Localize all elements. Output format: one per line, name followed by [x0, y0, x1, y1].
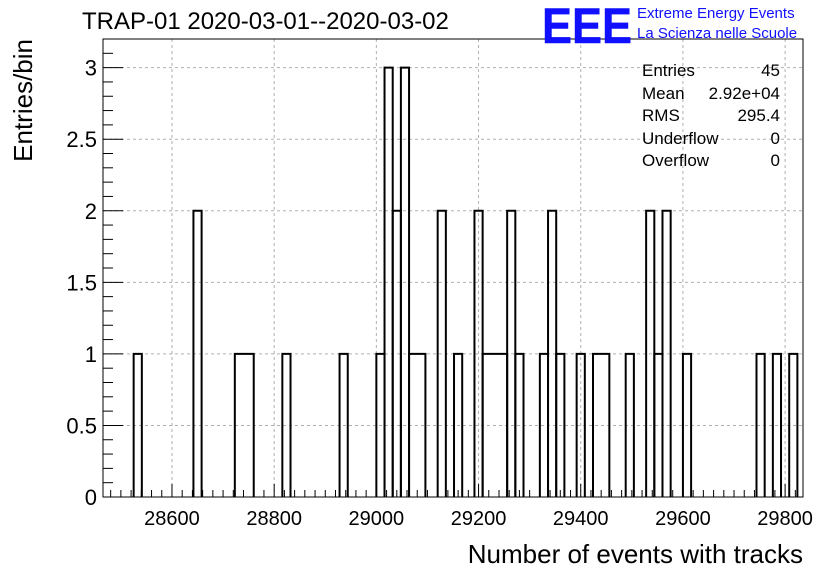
- histogram-bin: [408, 352, 427, 497]
- stat-row-underflow: Underflow 0: [642, 128, 780, 151]
- axes: [102, 38, 804, 498]
- y-tick-label: 1: [85, 342, 97, 367]
- y-axis-title: Entries/bin: [8, 39, 38, 162]
- stat-row-entries: Entries 45: [642, 60, 780, 83]
- histogram-bin: [755, 352, 766, 497]
- logo-line-2: La Scienza nelle Scuole: [637, 25, 798, 42]
- histogram-bin: [681, 352, 693, 497]
- histogram-bin: [338, 352, 349, 497]
- histogram-bin: [281, 352, 292, 497]
- stat-value: 0: [770, 128, 780, 148]
- stat-label: Underflow: [642, 128, 719, 148]
- histogram-bin: [575, 352, 586, 497]
- y-tick-label: 3: [85, 56, 97, 81]
- histogram-bin: [453, 352, 464, 497]
- stat-label: Entries: [642, 61, 695, 80]
- stat-row-overflow: Overflow 0: [642, 150, 780, 173]
- logo-mark: EEE: [542, 2, 632, 48]
- stat-row-mean: Mean 2.92e+04: [642, 83, 780, 106]
- stat-value: 2.92e+04: [708, 83, 780, 103]
- x-tick-label: 29800: [757, 508, 813, 530]
- histogram-bin: [661, 209, 672, 497]
- x-tick-label: 29600: [655, 508, 711, 530]
- x-tick-label: 29200: [451, 508, 507, 530]
- axis-labels: 28600 28800 29000 29200 29400 29600 29800 0 0.5 1…: [8, 39, 813, 569]
- histogram-bin: [555, 352, 566, 497]
- y-tick-label: 2.5: [66, 127, 97, 152]
- y-tick-label: 0: [85, 485, 97, 510]
- histogram-bin: [788, 352, 799, 497]
- histogram-bin: [436, 209, 447, 497]
- x-tick-label: 28600: [144, 508, 200, 530]
- logo-line-1: Extreme Energy Events: [637, 5, 795, 22]
- y-tick-label: 0.5: [66, 413, 97, 438]
- stat-row-rms: RMS 295.4: [642, 105, 780, 128]
- y-tick-label: 1.5: [66, 270, 97, 295]
- histogram-bins: [132, 66, 799, 497]
- histogram-bin: [514, 352, 525, 497]
- grid-lines: [103, 39, 803, 497]
- stat-label: RMS: [642, 106, 680, 125]
- stat-label: Overflow: [642, 151, 710, 170]
- eee-logo: EEE: [542, 2, 632, 48]
- histogram-bin: [233, 352, 255, 497]
- histogram-bin: [771, 352, 783, 497]
- x-tick-label: 29000: [349, 508, 405, 530]
- y-tick-label: 2: [85, 199, 97, 224]
- stats-box: Entries 45 Mean 2.92e+04 RMS 295.4 Under…: [642, 60, 780, 173]
- x-tick-label: 29400: [553, 508, 609, 530]
- stat-value: 45: [761, 61, 780, 80]
- stat-value: 0: [770, 151, 780, 170]
- x-tick-label: 28800: [246, 508, 302, 530]
- histogram-bin: [624, 352, 635, 497]
- plot-title: TRAP-01 2020-03-01--2020-03-02: [82, 8, 449, 35]
- x-axis-title: Number of events with tracks: [468, 539, 803, 569]
- histogram-bin: [132, 352, 143, 497]
- histogram-bin: [192, 209, 203, 497]
- logo-text: Extreme Energy Events La Scienza nelle S…: [637, 4, 797, 44]
- histogram-bin: [592, 352, 611, 497]
- stat-value: 295.4: [737, 106, 780, 125]
- histogram-bin: [399, 66, 411, 497]
- stat-label: Mean: [642, 83, 685, 103]
